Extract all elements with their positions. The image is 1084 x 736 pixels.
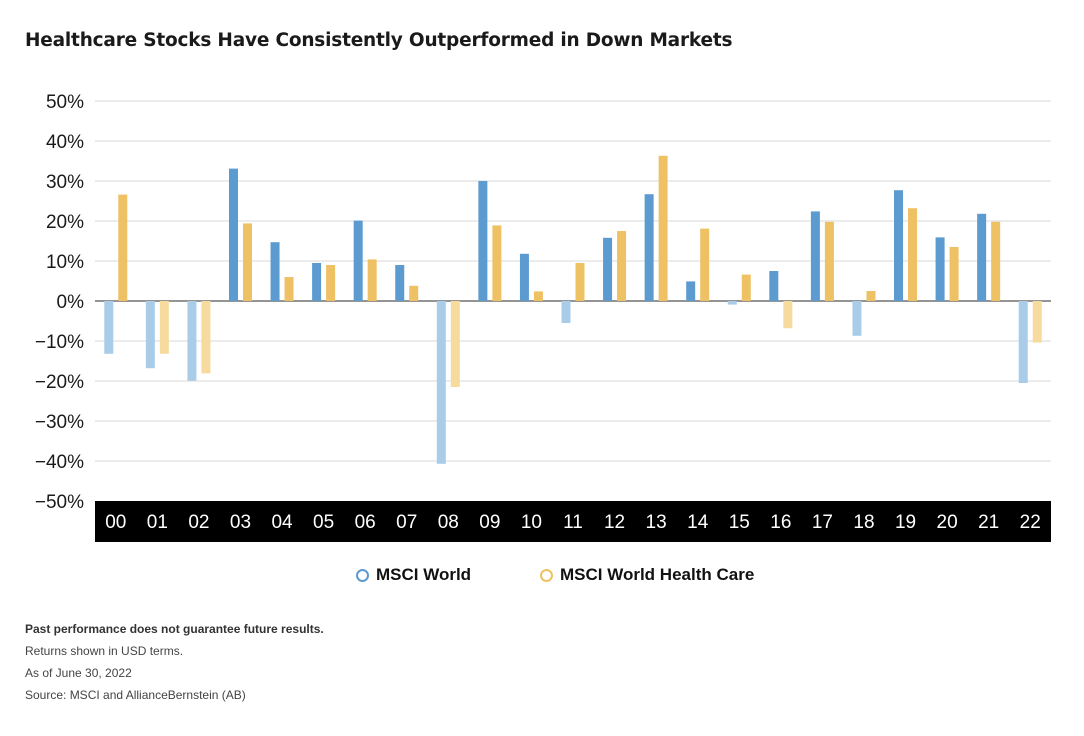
legend-item-msci-world: MSCI World (356, 565, 471, 585)
bar-msci-world (852, 301, 862, 336)
date-note: As of June 30, 2022 (25, 666, 132, 680)
bar-msci-world (519, 253, 529, 301)
bar-msci-world-health-care (700, 228, 710, 301)
gridlines (95, 100, 1051, 462)
bars (104, 155, 1042, 464)
bar-msci-world (769, 271, 779, 301)
x-tick-label: 22 (1020, 512, 1041, 533)
x-tick-label: 08 (438, 512, 459, 533)
bar-msci-world-health-care (783, 301, 793, 329)
legend-marker-msci-world (356, 568, 369, 582)
bar-msci-world-health-care (658, 155, 668, 301)
bar-msci-world-health-care (284, 277, 294, 301)
x-tick-label: 02 (188, 512, 209, 533)
y-tick-label: 10% (46, 252, 84, 273)
bar-msci-world-health-care (201, 301, 211, 374)
bar-msci-world-health-care (824, 221, 834, 301)
x-tick-label: 09 (479, 512, 500, 533)
bar-msci-world (810, 211, 820, 301)
source-note: Source: MSCI and AllianceBernstein (AB) (25, 688, 246, 702)
y-tick-label: 40% (46, 132, 84, 153)
disclaimer-note: Past performance does not guarantee futu… (25, 622, 324, 636)
bar-msci-world-health-care (118, 194, 128, 301)
bar-msci-world (395, 265, 405, 301)
bar-msci-world-health-care (492, 225, 502, 301)
y-tick-label: 0% (57, 292, 85, 313)
bar-msci-world (935, 237, 945, 301)
legend-marker-msci-world-health-care (540, 568, 553, 582)
y-tick-label: −20% (35, 372, 84, 393)
bar-msci-world (1018, 301, 1028, 383)
x-tick-label: 12 (604, 512, 625, 533)
x-tick-label: 00 (105, 512, 126, 533)
bar-msci-world-health-care (617, 231, 627, 301)
bar-msci-world-health-care (949, 247, 959, 301)
bar-msci-world-health-care (367, 259, 377, 301)
bar-msci-world (644, 194, 654, 301)
x-tick-label: 07 (396, 512, 417, 533)
bar-msci-world (353, 220, 363, 301)
x-tick-label: 15 (729, 512, 750, 533)
bar-msci-world (104, 301, 114, 354)
legend-label-msci-world-health-care: MSCI World Health Care (560, 565, 755, 584)
currency-note: Returns shown in USD terms. (25, 644, 184, 658)
x-tick-label: 06 (355, 512, 376, 533)
legend-item-msci-world-health-care: MSCI World Health Care (540, 565, 754, 585)
bar-msci-world-health-care (575, 263, 585, 301)
bar-msci-world-health-care (242, 223, 252, 301)
x-tick-label: 17 (812, 512, 833, 533)
x-tick-label: 14 (687, 512, 709, 533)
bar-msci-world (436, 301, 446, 464)
x-tick-label: 04 (271, 512, 293, 533)
bar-msci-world-health-care (326, 265, 336, 301)
bar-msci-world (686, 281, 696, 301)
bar-msci-world (894, 190, 904, 301)
y-tick-label: 30% (46, 172, 84, 193)
x-tick-label: 03 (230, 512, 251, 533)
bar-msci-world-health-care (991, 221, 1001, 301)
bar-msci-world (977, 213, 987, 301)
bar-msci-world (312, 263, 322, 301)
bar-msci-world (270, 242, 280, 301)
bar-msci-world-health-care (908, 208, 918, 301)
x-tick-label: 18 (853, 512, 874, 533)
legend: MSCI World MSCI World Health Care (0, 565, 1084, 589)
y-tick-label: −40% (35, 452, 84, 473)
bar-chart: 50% 40% 30% 20% 10% 0% −10% −20% −30% −40% −50% 00… (35, 92, 1051, 542)
bar-msci-world-health-care (450, 301, 460, 387)
footnotes: Past performance does not guarantee futu… (25, 622, 324, 710)
bar-msci-world-health-care (159, 301, 169, 354)
bar-msci-world-health-care (1032, 301, 1042, 343)
x-tick-label: 16 (770, 512, 791, 533)
x-tick-label: 21 (978, 512, 999, 533)
bar-msci-world (478, 181, 488, 301)
bar-msci-world (187, 301, 197, 381)
chart-title: Healthcare Stocks Have Consistently Outp… (25, 30, 733, 51)
bar-msci-world (603, 237, 613, 301)
bar-msci-world-health-care (533, 291, 543, 301)
x-tick-label: 10 (521, 512, 542, 533)
y-tick-label: −50% (35, 492, 84, 513)
x-axis-band (95, 501, 1051, 542)
y-tick-label: −30% (35, 412, 84, 433)
x-tick-label: 13 (646, 512, 667, 533)
bar-msci-world-health-care (866, 291, 876, 301)
x-tick-label: 05 (313, 512, 334, 533)
x-tick-label: 01 (147, 512, 168, 533)
x-tick-label: 20 (937, 512, 958, 533)
y-tick-label: 20% (46, 212, 84, 233)
y-axis-tick-labels: 50% 40% 30% 20% 10% 0% −10% −20% −30% −40% −50% (35, 92, 84, 513)
bar-msci-world (228, 168, 238, 301)
bar-msci-world (145, 301, 155, 369)
x-axis-tick-labels: 00 01 02 03 04 05 06 07 08 09 10 11 12 13 14 15 16 17 18 19… (105, 512, 1041, 533)
bar-msci-world (561, 301, 571, 323)
bar-msci-world-health-care (741, 274, 751, 301)
bar-msci-world-health-care (409, 285, 419, 301)
x-tick-label: 11 (563, 512, 583, 533)
x-tick-label: 19 (895, 512, 916, 533)
y-tick-label: −10% (35, 332, 84, 353)
bar-msci-world (727, 301, 737, 305)
legend-label-msci-world: MSCI World (376, 565, 472, 584)
y-tick-label: 50% (46, 92, 84, 113)
